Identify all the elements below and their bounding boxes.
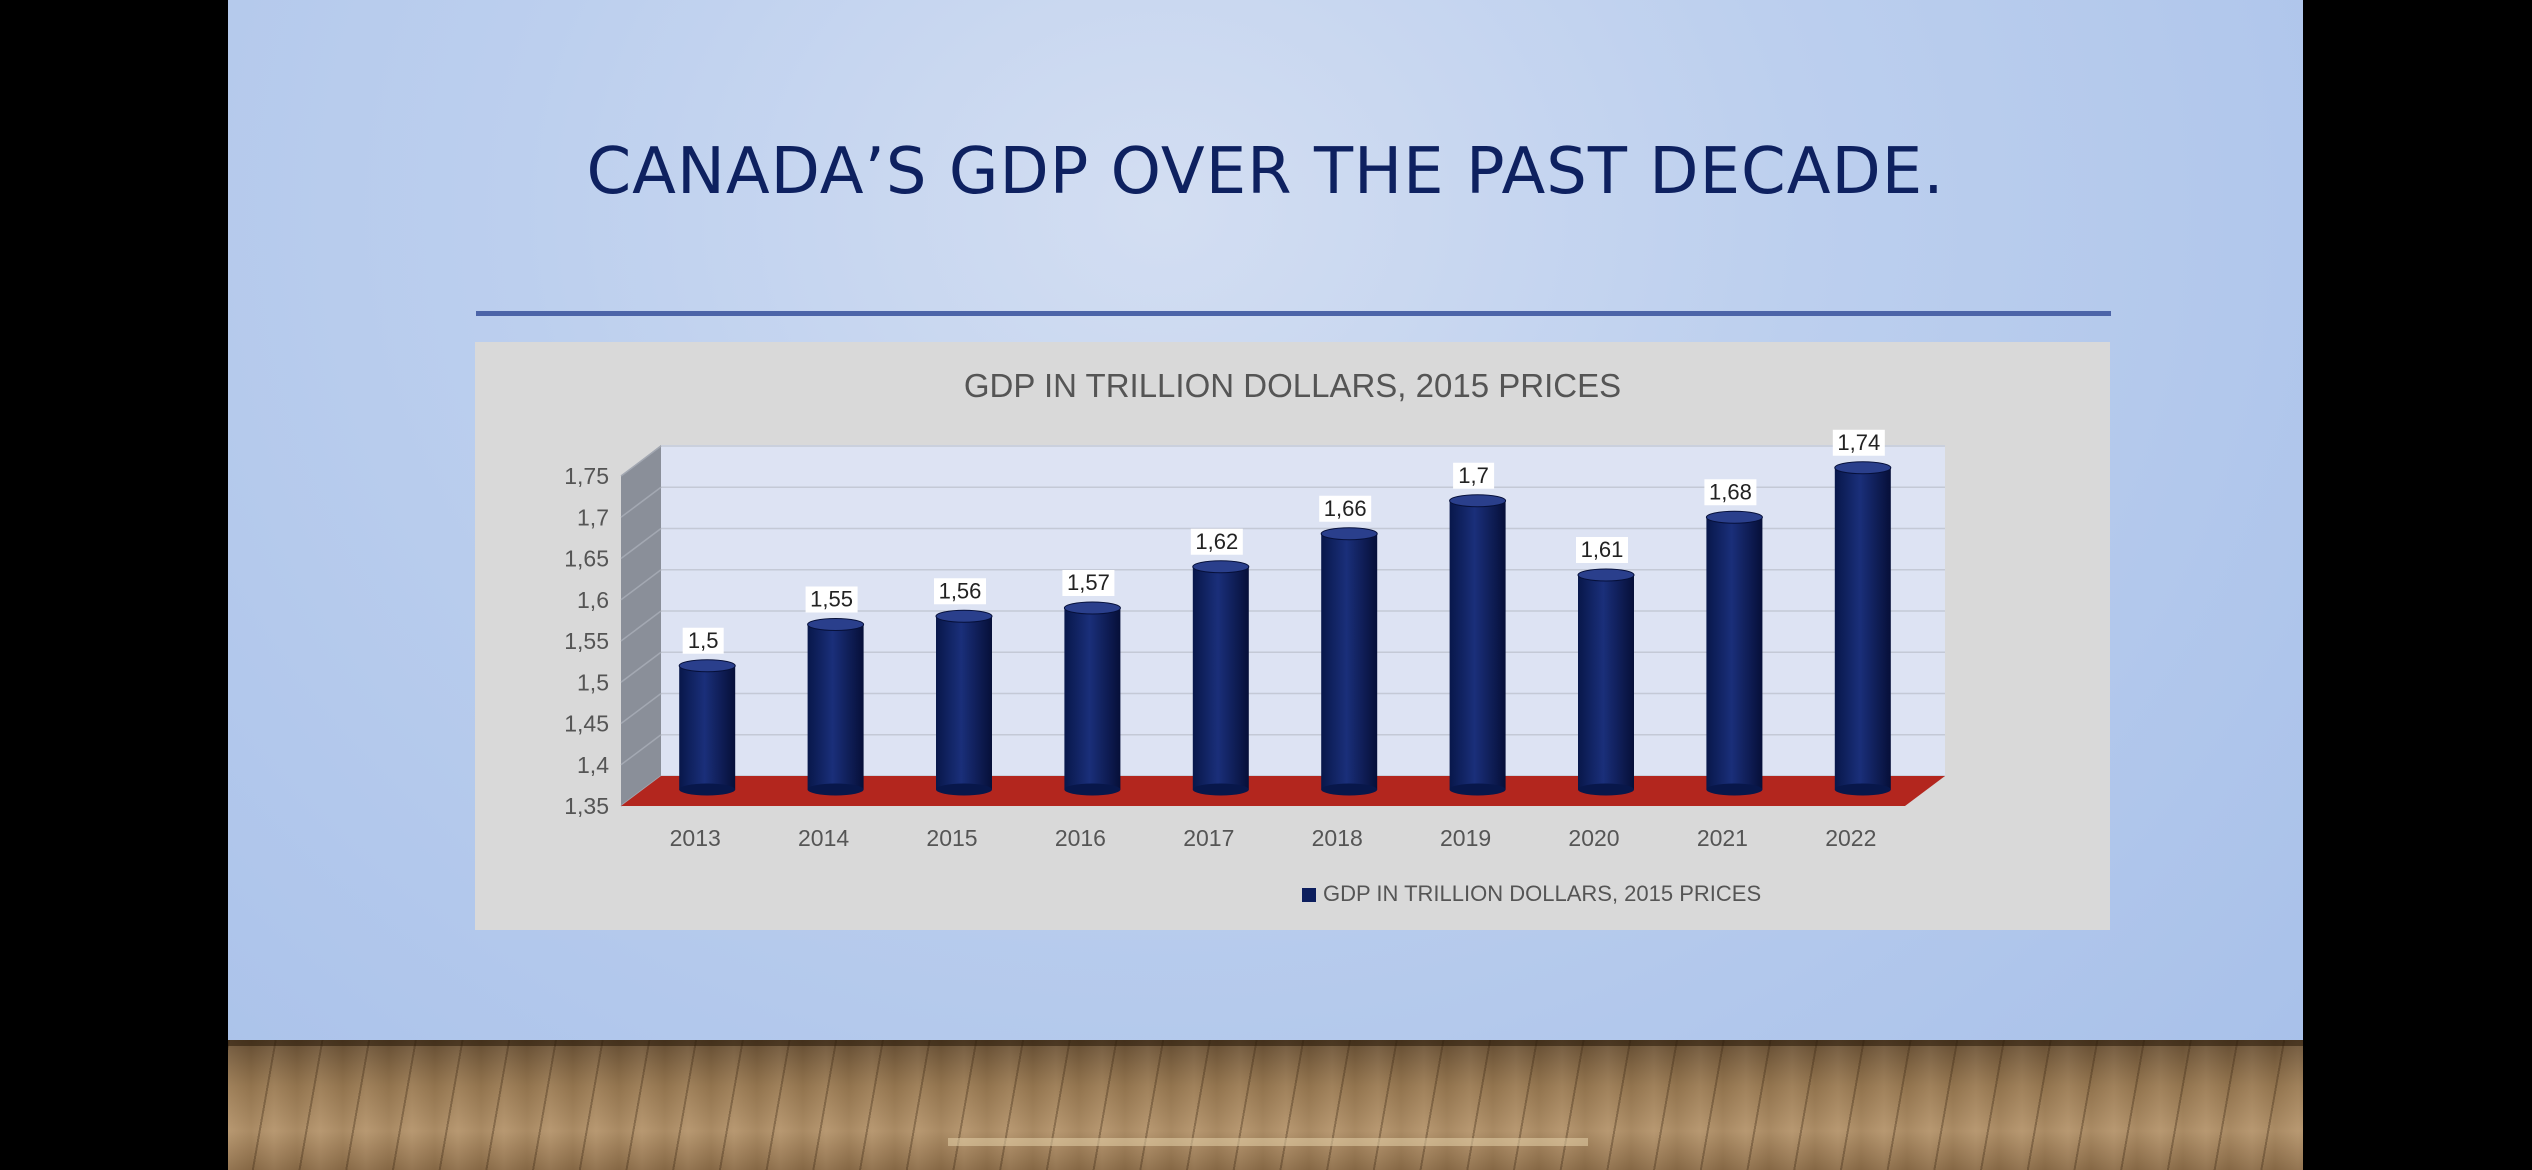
bar-top (1063, 601, 1121, 615)
gridline-side (620, 610, 662, 642)
bar-2019 (1449, 494, 1507, 796)
bar-base (1449, 783, 1506, 796)
bar-top (1577, 568, 1635, 582)
data-label-box (1832, 429, 1885, 456)
legend-swatch (1302, 888, 1316, 902)
x-tick-label: 2022 (1825, 825, 1876, 851)
y-tick-label: 1,7 (577, 504, 609, 530)
bar-body (1449, 500, 1506, 790)
x-tick-label: 2015 (926, 825, 977, 851)
bar-base (679, 783, 736, 796)
legend: GDP IN TRILLION DOLLARS, 2015 PRICES (1302, 881, 1761, 906)
data-label: 1,55 (810, 587, 853, 612)
data-label: 1,56 (939, 578, 982, 603)
gridline-side (620, 569, 662, 601)
bar-body (1321, 533, 1378, 790)
bar-body (807, 624, 864, 790)
bar-body (1578, 575, 1634, 790)
data-label-box (1062, 570, 1115, 596)
x-tick-label: 2019 (1440, 825, 1491, 851)
bar-2022 (1834, 461, 1892, 796)
slide-title: CANADA’S GDP OVER THE PAST DECADE. (586, 135, 1945, 209)
plot-area: 1,5 1,55 1,56 1,57 1,62 1,66 1,7 1,61 1,68 1,74 (620, 429, 1945, 807)
data-label: 1,66 (1324, 496, 1367, 521)
bar-top (807, 618, 865, 631)
bar-top (1192, 560, 1250, 574)
data-label: 1,57 (1067, 570, 1110, 595)
data-label: 1,5 (688, 628, 719, 653)
bar-base (807, 783, 864, 796)
bar-body (1834, 467, 1891, 790)
gridline-side (620, 527, 662, 560)
data-label-box (934, 578, 986, 605)
y-tick-label: 1,75 (564, 463, 609, 489)
bar-body (1706, 517, 1763, 790)
gridline-side (620, 445, 662, 477)
wood-floor (228, 1040, 2303, 1170)
x-tick-label: 2013 (670, 825, 721, 851)
bar-2015 (935, 609, 993, 796)
bar-2014 (807, 618, 865, 796)
bar-base (1706, 783, 1763, 796)
bar-body (1064, 608, 1121, 790)
y-tick-label: 1,4 (577, 752, 609, 778)
bar-2017 (1192, 560, 1250, 796)
bar-body (936, 616, 992, 790)
bar-2018 (1320, 527, 1378, 796)
gridline-side (620, 486, 662, 518)
data-label-box (1453, 462, 1495, 489)
bar-base (1192, 783, 1249, 796)
x-tick-label: 2018 (1312, 825, 1363, 851)
y-tick-label: 1,45 (564, 711, 609, 737)
bar-base (1064, 783, 1121, 796)
gdp-bar-chart: GDP IN TRILLION DOLLARS, 2015 PRICES 1,5… (564, 367, 1945, 906)
y-tick-label: 1,5 (577, 669, 609, 695)
title-divider (476, 311, 2111, 316)
x-tick-label: 2020 (1568, 825, 1619, 851)
floor-stripe (948, 1138, 1588, 1146)
bar-body (1192, 566, 1249, 790)
gridline-side (620, 651, 662, 683)
data-label-box (1190, 528, 1243, 555)
bar-top (1834, 461, 1892, 475)
x-tick-label: 2021 (1697, 825, 1748, 851)
data-label-box (1704, 479, 1757, 506)
data-label-box (682, 627, 724, 654)
slide: CANADA’S GDP OVER THE PAST DECADE. GDP I… (228, 0, 2303, 1170)
data-label-box (1319, 495, 1372, 522)
bar-2013 (678, 659, 736, 796)
data-label: 1,62 (1195, 529, 1238, 554)
data-label-box (805, 586, 858, 613)
chart-panel: GDP IN TRILLION DOLLARS, 2015 PRICES 1,5… (475, 342, 2110, 930)
data-label-box (1576, 537, 1628, 563)
x-tick-label: 2016 (1055, 825, 1106, 851)
gridline-side (620, 692, 662, 725)
bar-base (1321, 783, 1378, 796)
data-label: 1,61 (1581, 537, 1624, 562)
data-label: 1,74 (1837, 430, 1880, 455)
bar-base (1834, 783, 1891, 796)
x-tick-label: 2017 (1183, 825, 1234, 851)
bar-top (935, 609, 993, 623)
y-tick-label: 1,6 (577, 587, 609, 613)
gridline-side (620, 734, 662, 766)
bar-2016 (1063, 601, 1121, 796)
bar-2020 (1577, 568, 1635, 796)
y-tick-label: 1,35 (564, 793, 609, 819)
bar-2021 (1705, 510, 1763, 796)
bar-top (1705, 510, 1763, 524)
bar-base (1578, 783, 1634, 796)
bar-top (1449, 494, 1507, 508)
bar-body (679, 665, 736, 790)
chart-title: GDP IN TRILLION DOLLARS, 2015 PRICES (964, 367, 1621, 404)
data-label: 1,68 (1709, 479, 1752, 504)
bar-top (1320, 527, 1378, 541)
data-label: 1,7 (1458, 463, 1489, 488)
bar-base (936, 783, 992, 796)
bar-top (678, 659, 736, 673)
x-tick-label: 2014 (798, 825, 849, 851)
legend-label: GDP IN TRILLION DOLLARS, 2015 PRICES (1323, 881, 1761, 906)
y-tick-label: 1,65 (564, 546, 609, 572)
y-tick-label: 1,55 (564, 628, 609, 654)
